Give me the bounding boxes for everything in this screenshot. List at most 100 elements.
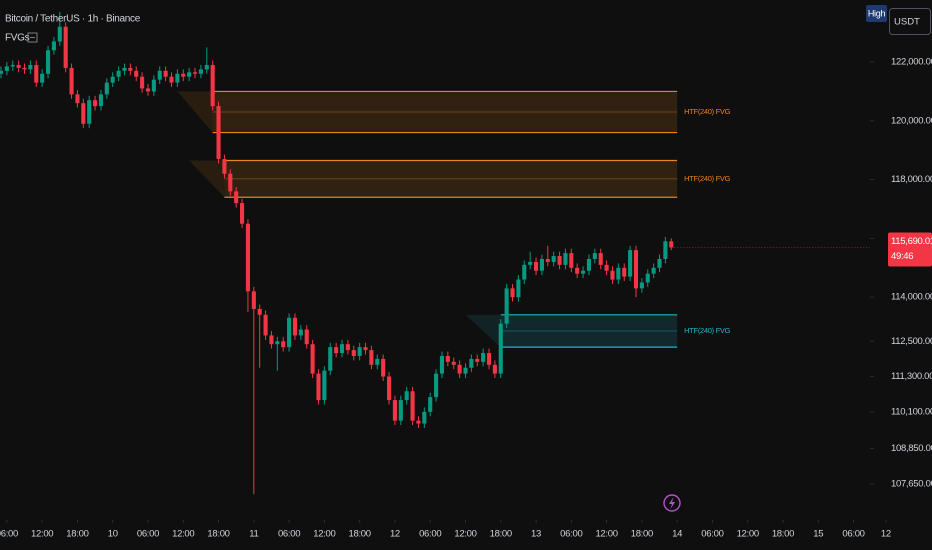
- candle-body: [486, 353, 492, 365]
- candle-body: [145, 88, 151, 92]
- candle-body: [551, 256, 556, 262]
- candle-body: [316, 373, 321, 401]
- candle-body: [45, 50, 51, 74]
- plot-area: HTF(240) FVG HTF(240) FVG HTF(240) FVG: [0, 12, 731, 495]
- zone-label: HTF(240) FVG: [684, 174, 730, 183]
- candle-body: [287, 317, 292, 348]
- y-tick-label: 108,850.00: [891, 443, 932, 454]
- x-tick-label: 12: [390, 529, 400, 540]
- currency-button[interactable]: [889, 8, 931, 35]
- candle-body: [93, 100, 98, 107]
- x-tick-label: 06:00: [701, 529, 723, 540]
- candle-body: [163, 70, 168, 77]
- candle-body: [304, 329, 309, 345]
- y-tick-label: 118,000.00: [891, 174, 932, 185]
- x-tick-label: 12:00: [172, 529, 194, 540]
- y-tick-label: 111,300.00: [891, 371, 932, 382]
- x-tick-label: 18:00: [66, 529, 88, 540]
- x-tick-label: 12:00: [31, 529, 53, 540]
- candle-body: [410, 391, 415, 421]
- candle-body: [575, 267, 580, 274]
- candle-body: [234, 191, 239, 204]
- candle-body: [428, 397, 433, 412]
- y-tick-label: 112,500.00: [891, 336, 932, 347]
- last-price-box: [888, 232, 932, 267]
- lightning-circle: [663, 494, 681, 512]
- candle-body: [40, 73, 45, 83]
- candle-body: [310, 344, 315, 374]
- candle-body: [545, 258, 550, 262]
- candle-body: [622, 267, 627, 277]
- candle-body: [416, 420, 421, 424]
- candle-body: [345, 344, 350, 351]
- candle-body: [457, 364, 462, 374]
- candle-body: [369, 350, 374, 365]
- candle-body: [339, 344, 345, 354]
- candle-body: [645, 273, 650, 283]
- zone-label: HTF(240) FVG: [684, 107, 730, 116]
- candle-body: [116, 70, 121, 77]
- candle-body: [257, 308, 262, 315]
- candle-body: [386, 376, 392, 401]
- candle-body: [422, 411, 427, 424]
- candle-body: [381, 358, 386, 377]
- x-tick-label: 12:00: [313, 529, 335, 540]
- candle-body: [610, 270, 615, 280]
- candle-body: [598, 253, 603, 265]
- high-button-label: High: [868, 8, 886, 18]
- x-tick-label: 11: [249, 529, 258, 540]
- indicator-icon[interactable]: [27, 32, 38, 43]
- candle-body: [275, 341, 280, 345]
- candle-body: [328, 347, 333, 371]
- candle-body: [481, 353, 486, 362]
- candle-body: [75, 94, 80, 104]
- zone-lead: [177, 91, 213, 133]
- x-tick-label: 15: [813, 529, 823, 540]
- candle-body: [351, 350, 356, 356]
- last-price-label: 115,690.01: [891, 236, 932, 247]
- candle-body: [87, 100, 92, 124]
- candle-body: [251, 291, 256, 309]
- candle-body: [398, 400, 403, 421]
- lightning-icon[interactable]: [663, 494, 681, 512]
- candle-body: [292, 317, 298, 336]
- candle-body: [569, 253, 574, 268]
- x-tick-label: 18:00: [631, 529, 653, 540]
- candle-body: [616, 267, 621, 280]
- candle-body: [175, 73, 180, 83]
- x-tick-label: 12:00: [595, 529, 617, 540]
- candle-body: [228, 173, 233, 192]
- candle-body: [263, 314, 268, 336]
- zone-lead: [189, 160, 225, 198]
- x-tick-label: 06:00: [0, 529, 18, 540]
- candle-body: [539, 258, 544, 271]
- currency-label: USDT: [894, 17, 920, 28]
- countdown-label: 49:46: [891, 251, 913, 262]
- x-tick-label: 14: [672, 529, 682, 540]
- candle-body: [240, 203, 245, 224]
- y-tick-label: 122,000.00: [891, 57, 932, 68]
- candle-body: [604, 264, 609, 271]
- candle-body: [528, 261, 533, 265]
- candle-body: [4, 66, 9, 71]
- high-button[interactable]: [866, 5, 887, 22]
- candle-body: [434, 373, 439, 398]
- x-tick-label: 12:00: [454, 529, 476, 540]
- candle-body: [498, 323, 503, 374]
- candle-body: [204, 64, 209, 70]
- candle-body: [0, 70, 4, 74]
- candle-body: [245, 223, 250, 292]
- x-tick-label: 06:00: [560, 529, 582, 540]
- y-tick-label: 120,000.00: [891, 115, 932, 126]
- candle-body: [463, 367, 468, 374]
- candle-body: [22, 67, 27, 70]
- candle-body: [34, 64, 39, 83]
- x-tick-label: 06:00: [419, 529, 441, 540]
- candle-body: [140, 76, 145, 89]
- candle-body: [63, 26, 68, 68]
- zone-label: HTF(240) FVG: [684, 326, 730, 335]
- candle-body: [633, 250, 639, 289]
- candle-body: [533, 261, 539, 271]
- candle-body: [592, 253, 597, 259]
- candle-body: [475, 358, 480, 362]
